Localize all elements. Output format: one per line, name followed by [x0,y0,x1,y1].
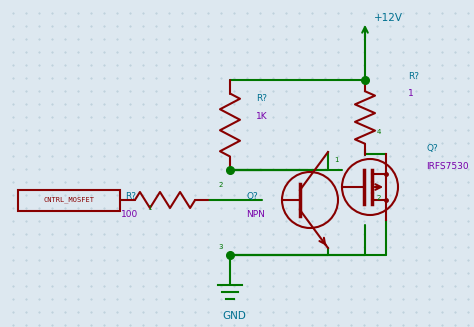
Text: 2: 2 [377,195,382,201]
Text: R?: R? [408,72,419,81]
Text: +12V: +12V [374,13,403,23]
Text: 100: 100 [121,210,138,219]
Text: CNTRL_MOSFET: CNTRL_MOSFET [44,197,94,203]
Text: Q?: Q? [427,144,438,153]
Text: R?: R? [126,192,137,201]
Text: 2: 2 [218,182,223,188]
Text: 1: 1 [147,205,152,211]
Text: 3: 3 [218,244,223,250]
Text: 1: 1 [334,157,339,163]
Text: GND: GND [223,311,246,320]
Text: 4: 4 [377,129,382,135]
Text: Q?: Q? [246,192,258,201]
Text: NPN: NPN [246,210,265,219]
Text: R?: R? [256,94,267,103]
Text: IRFS7530: IRFS7530 [427,162,469,171]
Text: 1K: 1K [256,112,268,121]
Text: 1: 1 [408,89,413,98]
